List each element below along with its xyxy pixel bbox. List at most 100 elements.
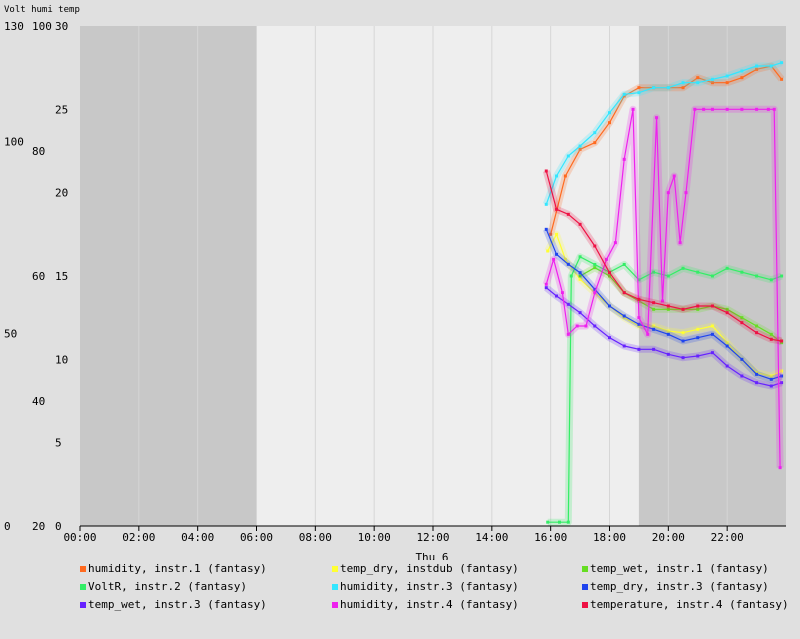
data-point [622, 262, 626, 266]
x-tick-label: 10:00 [358, 531, 391, 544]
legend-item: humidity, instr.1 (fantasy) [80, 562, 267, 575]
data-point [755, 371, 759, 375]
data-point [546, 520, 550, 524]
data-point [608, 121, 611, 125]
y-tick-label-humi: 40 [32, 395, 45, 408]
data-point [755, 67, 759, 71]
data-point [566, 212, 570, 216]
data-point [666, 191, 670, 195]
data-point [622, 157, 626, 161]
data-point [544, 227, 548, 231]
y-tick-label-volt: 50 [4, 328, 17, 341]
data-point [666, 332, 670, 336]
data-point [725, 364, 729, 368]
legend-label: temp_dry, instr.3 (fantasy) [590, 580, 769, 593]
data-point [769, 337, 773, 341]
data-point [555, 252, 559, 256]
data-point [549, 232, 553, 236]
legend-swatch [80, 566, 86, 572]
legend-swatch [332, 602, 338, 608]
data-point [646, 332, 650, 336]
legend-item: temperature, instr.4 (fantasy) [582, 598, 789, 611]
data-point [578, 147, 582, 151]
y-tick-label-temp: 5 [55, 437, 62, 450]
axes: 00:00 02:00 04:00 06:00 08:00 10:00 12:00 14:00… [4, 5, 786, 560]
data-point [660, 299, 664, 303]
data-point [544, 286, 548, 290]
data-point [622, 291, 626, 295]
data-point [593, 262, 597, 266]
data-point [652, 301, 656, 305]
data-point [780, 61, 784, 65]
data-point [557, 520, 561, 524]
data-point [578, 277, 582, 281]
data-point [652, 86, 656, 90]
data-point [652, 347, 656, 351]
data-point [637, 316, 641, 320]
data-point [780, 374, 784, 378]
legend-swatch [332, 566, 338, 572]
data-point [696, 307, 700, 311]
data-point [593, 287, 597, 291]
legend-label: humidity, instr.1 (fantasy) [88, 562, 267, 575]
data-point [725, 74, 729, 78]
data-point [655, 116, 659, 120]
legend-swatch [582, 602, 588, 608]
data-point [563, 257, 567, 261]
data-point [544, 282, 548, 286]
y-tick-label-volt: 130 [4, 20, 24, 33]
data-point [563, 174, 567, 178]
x-tick-label: 22:00 [711, 531, 744, 544]
data-point [725, 311, 729, 315]
data-point [666, 329, 670, 333]
data-point [622, 314, 626, 318]
data-point [593, 266, 597, 270]
data-point [555, 207, 559, 211]
legend-swatch [80, 602, 86, 608]
data-point [666, 304, 670, 308]
data-point [778, 466, 782, 470]
data-point [766, 107, 770, 111]
data-point [725, 341, 729, 345]
data-point [681, 86, 685, 90]
y-tick-label-humi: 80 [32, 145, 45, 158]
legend-item: VoltR, instr.2 (fantasy) [80, 580, 247, 593]
data-point [544, 169, 548, 173]
data-point [566, 332, 570, 336]
data-point [681, 339, 685, 343]
data-point [740, 107, 744, 111]
data-point [780, 274, 784, 278]
data-point [755, 64, 759, 68]
data-point [740, 76, 744, 80]
x-tick-label: 18:00 [593, 531, 626, 544]
data-point [710, 332, 714, 336]
data-point [605, 257, 609, 261]
x-tick-label: 16:00 [534, 531, 567, 544]
y-tick-label-volt: 0 [4, 520, 11, 533]
data-point [710, 81, 714, 85]
data-point [578, 144, 582, 148]
data-point [637, 324, 641, 328]
legend-item: temp_wet, instr.1 (fantasy) [582, 562, 769, 575]
data-point [740, 357, 744, 361]
data-point [566, 520, 570, 524]
x-tick-label: 20:00 [652, 531, 685, 544]
data-point [696, 270, 700, 274]
x-tick-label: 08:00 [299, 531, 332, 544]
x-tick-label: 02:00 [122, 531, 155, 544]
data-point [637, 322, 641, 326]
data-point [725, 266, 729, 270]
data-point [740, 374, 744, 378]
legend-item: temp_wet, instr.3 (fantasy) [80, 598, 267, 611]
band-dark [80, 26, 257, 526]
data-point [560, 291, 564, 295]
data-point [566, 154, 570, 158]
data-point [769, 64, 773, 68]
data-point [725, 81, 729, 85]
data-point [622, 316, 626, 320]
data-point [584, 324, 588, 328]
data-point [666, 274, 670, 278]
data-point [681, 81, 685, 85]
data-point [652, 307, 656, 311]
data-point [593, 291, 597, 295]
